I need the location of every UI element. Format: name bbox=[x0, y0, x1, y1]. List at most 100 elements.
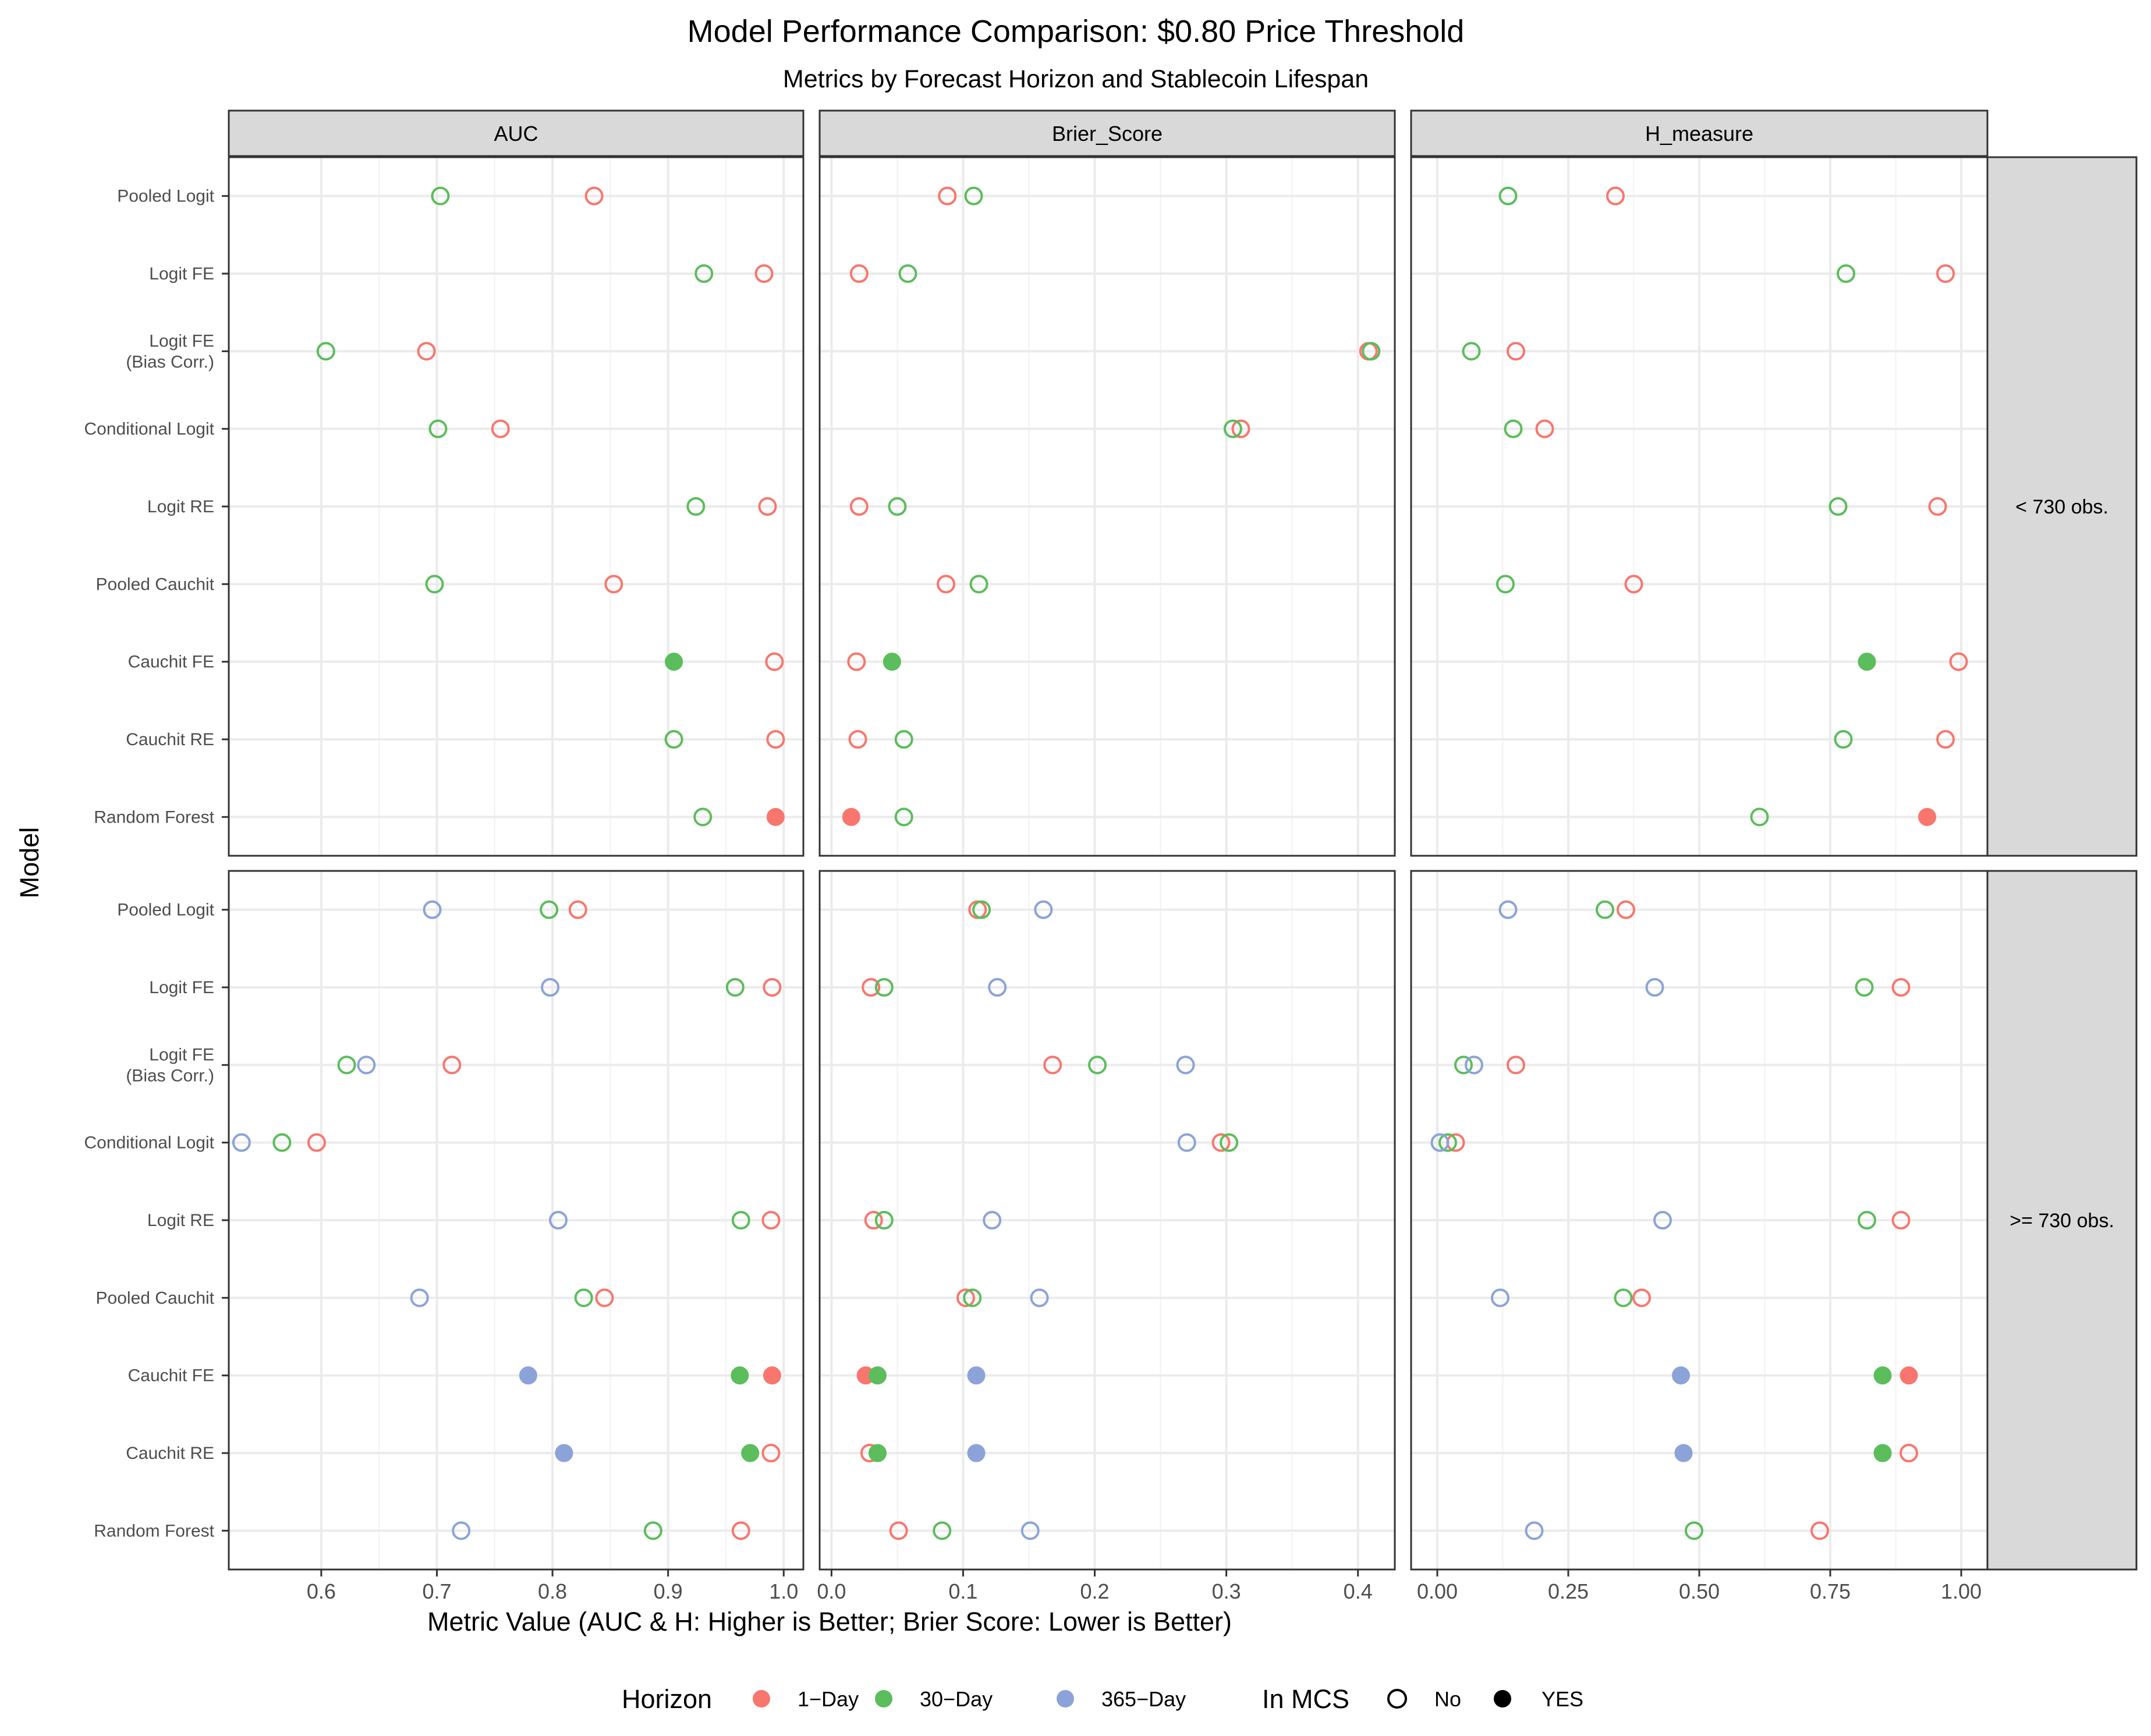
data-point-30-day-auc: Logit FE (Bias Corr.) | 30−Day | 0.604 bbox=[316, 342, 335, 361]
y-tick-label: Pooled Logit bbox=[117, 901, 214, 920]
data-point-365-day-auc: Conditional Logit | 365−Day | 0.531 bbox=[232, 1133, 251, 1152]
data-point-1-day-brier-score: Pooled Cauchit | 1−Day | 0.087 bbox=[937, 575, 956, 594]
chart-subtitle: Metrics by Forecast Horizon and Stableco… bbox=[783, 65, 1369, 93]
data-point-365-day-auc: Cauchit FE | 365−Day | 0.779 bbox=[519, 1366, 537, 1385]
legend-label-1-day: 1−Day bbox=[798, 1687, 859, 1711]
data-point-1-day-auc: Random Forest | 1−Day | 0.993 bbox=[766, 807, 785, 826]
x-tick-label: 0.1 bbox=[948, 1579, 977, 1603]
row-strip-1 bbox=[1986, 156, 2138, 857]
row-strip-label: >= 730 obs. bbox=[2010, 1210, 2114, 1232]
data-point-30-day-h-measure: Conditional Logit | 30−Day | 0.145 bbox=[1504, 419, 1523, 438]
x-tick-label: 0.6 bbox=[307, 1579, 336, 1603]
data-point-30-day-auc: Conditional Logit | 30−Day | 0.701 bbox=[428, 419, 448, 438]
data-point-1-day-brier-score: Random Forest | 1−Day | 0.015 bbox=[842, 807, 860, 826]
facet-strip-label: Brier_Score bbox=[1052, 122, 1163, 146]
data-point-1-day-brier-score: Logit FE | 1−Day | 0.021 bbox=[849, 264, 869, 283]
data-point-1-day-auc: Conditional Logit | 1−Day | 0.596 bbox=[307, 1133, 326, 1152]
panel-border bbox=[228, 156, 805, 857]
data-point-1-day-auc: Random Forest | 1−Day | 0.963 bbox=[731, 1521, 750, 1540]
data-point-30-day-auc: Cauchit FE | 30−Day | 0.962 bbox=[731, 1366, 749, 1385]
x-tick-label: 0.3 bbox=[1212, 1579, 1241, 1603]
data-point-1-day-brier-score: Logit RE | 1−Day | 0.021 bbox=[849, 497, 869, 516]
legend-key-30-day bbox=[875, 1690, 892, 1707]
legend-key-1-day bbox=[753, 1690, 770, 1707]
data-point-1-day-h-measure: Logit FE (Bias Corr.) | 1−Day | 0.15 bbox=[1507, 342, 1525, 361]
data-point-365-day-auc: Logit RE | 365−Day | 0.805 bbox=[548, 1211, 568, 1230]
y-tick-label: Cauchit RE bbox=[126, 1444, 214, 1463]
data-point-30-day-brier-score: Logit FE | 30−Day | 0.04 bbox=[874, 978, 894, 997]
legend-key-365-day bbox=[1057, 1690, 1074, 1707]
data-point-30-day-auc: Logit FE | 30−Day | 0.931 bbox=[694, 264, 714, 283]
y-tick-label: Logit FE (Bias Corr.) bbox=[126, 1045, 214, 1085]
data-point-30-day-auc: Cauchit RE | 30−Day | 0.971 bbox=[741, 1444, 760, 1462]
data-point-1-day-h-measure: Pooled Logit | 1−Day | 0.34 bbox=[1606, 186, 1625, 206]
data-point-365-day-brier-score: Logit FE (Bias Corr.) | 365−Day | 0.269 bbox=[1176, 1055, 1195, 1075]
y-tick-label: Random Forest bbox=[94, 807, 214, 827]
x-tick-label: 1.00 bbox=[1941, 1579, 1982, 1603]
data-point-30-day-brier-score: Random Forest | 30−Day | 0.084 bbox=[933, 1521, 952, 1540]
data-point-1-day-h-measure: Logit FE | 1−Day | 0.97 bbox=[1936, 264, 1955, 283]
y-tick-label: Cauchit FE bbox=[128, 1366, 214, 1386]
x-tick-label: 0.0 bbox=[817, 1579, 846, 1603]
legend-label-30-day: 30−Day bbox=[920, 1687, 993, 1711]
data-point-30-day-auc: Cauchit FE | 30−Day | 0.905 bbox=[665, 653, 683, 671]
data-point-30-day-brier-score: Conditional Logit | 30−Day | 0.305 bbox=[1223, 419, 1242, 438]
facet-strip-label: H_measure bbox=[1645, 122, 1753, 146]
legend-label-365-day: 365−Day bbox=[1101, 1687, 1186, 1711]
data-point-365-day-h-measure: Random Forest | 365−Day | 0.185 bbox=[1525, 1521, 1544, 1540]
x-axis-label: Metric Value (AUC & H: Higher is Better;… bbox=[427, 1607, 1232, 1636]
data-point-30-day-h-measure: Pooled Cauchit | 30−Day | 0.355 bbox=[1614, 1288, 1633, 1308]
data-point-30-day-brier-score: Cauchit FE | 30−Day | 0.035 bbox=[868, 1366, 887, 1385]
data-point-30-day-h-measure: Logit RE | 30−Day | 0.765 bbox=[1828, 497, 1848, 516]
data-point-365-day-h-measure: Logit FE | 365−Day | 0.415 bbox=[1645, 978, 1664, 997]
y-tick-label: Logit RE bbox=[147, 1211, 214, 1230]
x-tick-label: 0.4 bbox=[1344, 1579, 1373, 1603]
facet-strip-label: AUC bbox=[494, 122, 538, 146]
data-point-365-day-auc: Cauchit RE | 365−Day | 0.81 bbox=[555, 1444, 573, 1462]
data-point-30-day-h-measure: Logit FE (Bias Corr.) | 30−Day | 0.05 bbox=[1454, 1055, 1473, 1075]
data-point-30-day-brier-score: Logit FE | 30−Day | 0.058 bbox=[898, 264, 917, 283]
data-point-1-day-brier-score: Cauchit RE | 1−Day | 0.02 bbox=[848, 730, 867, 749]
legend-key-mcs-no bbox=[1387, 1689, 1407, 1709]
data-point-365-day-h-measure: Pooled Logit | 365−Day | 0.135 bbox=[1498, 900, 1518, 919]
data-point-1-day-auc: Cauchit FE | 1−Day | 0.99 bbox=[763, 1366, 781, 1385]
panel-border bbox=[818, 156, 1396, 857]
facet-strip-auc bbox=[228, 109, 805, 157]
data-point-1-day-h-measure: Pooled Logit | 1−Day | 0.36 bbox=[1617, 900, 1635, 919]
data-point-365-day-brier-score: Logit FE | 365−Day | 0.126 bbox=[988, 978, 1007, 997]
data-point-1-day-auc: Logit RE | 1−Day | 0.986 bbox=[758, 497, 777, 516]
data-point-1-day-brier-score: Random Forest | 1−Day | 0.051 bbox=[889, 1521, 908, 1540]
data-point-1-day-h-measure: Logit FE (Bias Corr.) | 1−Day | 0.15 bbox=[1507, 1055, 1525, 1075]
data-point-1-day-h-measure: Cauchit RE | 1−Day | 0.9 bbox=[1900, 1444, 1918, 1462]
data-point-30-day-auc: Random Forest | 30−Day | 0.887 bbox=[643, 1521, 662, 1540]
x-tick-label: 0.8 bbox=[538, 1579, 567, 1603]
data-point-1-day-h-measure: Logit RE | 1−Day | 0.885 bbox=[1891, 1211, 1911, 1230]
y-tick-label: Logit RE bbox=[147, 497, 214, 516]
y-tick-label: Cauchit FE bbox=[128, 653, 214, 672]
data-point-365-day-brier-score: Pooled Logit | 365−Day | 0.161 bbox=[1034, 900, 1053, 919]
data-point-1-day-auc: Logit FE | 1−Day | 0.99 bbox=[763, 978, 782, 997]
y-tick-label: Logit FE (Bias Corr.) bbox=[126, 331, 214, 371]
data-point-1-day-auc: Logit FE (Bias Corr.) | 1−Day | 0.713 bbox=[442, 1055, 462, 1075]
y-tick-label: Conditional Logit bbox=[84, 1133, 215, 1153]
data-point-1-day-auc: Pooled Cauchit | 1−Day | 0.845 bbox=[595, 1288, 614, 1308]
data-point-30-day-auc: Logit FE | 30−Day | 0.958 bbox=[725, 978, 745, 997]
y-tick-label: Logit FE bbox=[149, 978, 214, 997]
panel-border bbox=[1410, 156, 1989, 857]
data-point-1-day-h-measure: Cauchit FE | 1−Day | 0.995 bbox=[1949, 652, 1968, 671]
data-point-30-day-h-measure: Cauchit RE | 30−Day | 0.85 bbox=[1873, 1444, 1892, 1462]
data-point-30-day-auc: Random Forest | 30−Day | 0.93 bbox=[693, 807, 713, 827]
data-point-365-day-brier-score: Conditional Logit | 365−Day | 0.27 bbox=[1177, 1133, 1196, 1152]
legend-title-mcs: In MCS bbox=[1262, 1684, 1349, 1714]
data-point-1-day-brier-score: Conditional Logit | 1−Day | 0.311 bbox=[1231, 419, 1250, 438]
x-tick-label: 0.75 bbox=[1810, 1579, 1851, 1603]
panel-border bbox=[228, 870, 805, 1571]
data-point-1-day-h-measure: Random Forest | 1−Day | 0.935 bbox=[1918, 807, 1936, 826]
data-point-30-day-brier-score: Conditional Logit | 30−Day | 0.302 bbox=[1220, 1133, 1239, 1152]
y-tick-label: Pooled Cauchit bbox=[96, 575, 215, 594]
data-point-365-day-h-measure: Logit RE | 365−Day | 0.43 bbox=[1653, 1211, 1672, 1230]
data-point-1-day-h-measure: Pooled Cauchit | 1−Day | 0.375 bbox=[1624, 575, 1643, 594]
legend-key-mcs-yes bbox=[1494, 1690, 1511, 1707]
data-point-365-day-brier-score: Logit RE | 365−Day | 0.122 bbox=[983, 1211, 1002, 1230]
